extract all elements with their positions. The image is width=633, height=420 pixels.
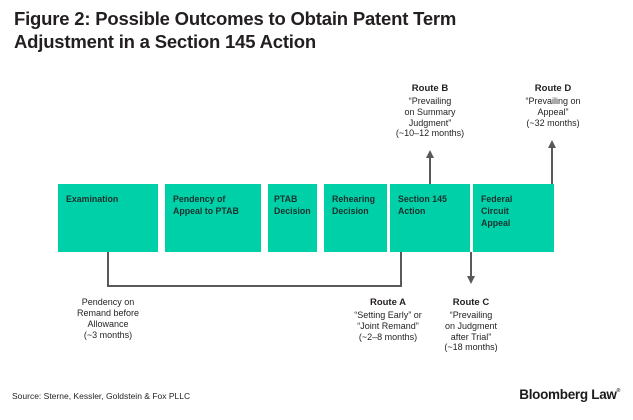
figure-title: Figure 2: Possible Outcomes to Obtain Pa…: [14, 8, 614, 53]
timeline-box-label: PTAB Decision: [274, 194, 311, 216]
route-b-line: Judgment”: [408, 117, 452, 128]
route-d-name: Route D: [534, 83, 572, 94]
route-a-line: (~2–8 months): [358, 331, 418, 342]
route-a-label: Route A “Setting Early” or “Joint Remand…: [325, 297, 451, 342]
figure-title-line-2: Adjustment in a Section 145 Action: [14, 30, 316, 52]
timeline-box-label: Pendency of Appeal to PTAB: [173, 194, 239, 216]
loopback-line-text: Pendency on: [81, 297, 135, 307]
route-b-arrowhead-up-icon: [426, 150, 434, 158]
route-d-line: (~32 months): [526, 117, 580, 128]
route-d-line: Appeal”: [537, 106, 569, 117]
route-d-line: “Prevailing on: [525, 95, 581, 106]
route-b-arrow-line: [429, 157, 431, 185]
timeline-box-ptab-decision: PTAB Decision: [268, 184, 317, 252]
route-d-label: Route D “Prevailing on Appeal” (~32 mont…: [496, 83, 610, 128]
timeline-box-rehearing-decision: Rehearing Decision: [324, 184, 387, 252]
route-b-line: on Summary: [404, 106, 456, 117]
route-c-name: Route C: [452, 297, 490, 308]
loopback-line-text: Allowance: [87, 318, 129, 329]
timeline-box-examination: Examination: [58, 184, 158, 252]
timeline-box-label: Section 145 Action: [398, 194, 447, 216]
route-c-line: after Trial”: [450, 331, 492, 342]
timeline-box-federal-circuit-appeal: Federal Circuit Appeal: [473, 184, 554, 252]
figure-title-line-1: Figure 2: Possible Outcomes to Obtain Pa…: [14, 8, 457, 29]
route-c-arrowhead-down-icon: [467, 276, 475, 284]
loopback-line-text: Remand before: [76, 307, 140, 318]
route-b-label: Route B “Prevailing on Summary Judgment”…: [373, 83, 487, 139]
timeline-box-label: Examination: [66, 194, 119, 204]
route-a-line: “Joint Remand”: [357, 320, 419, 331]
route-b-line: “Prevailing: [408, 95, 452, 106]
route-a-name: Route A: [369, 297, 407, 308]
timeline-box-section-145-action: Section 145 Action: [390, 184, 470, 252]
route-c-line: “Prevailing: [449, 309, 493, 320]
route-c-line: on Judgment: [444, 320, 498, 331]
route-c-label: Route C “Prevailing on Judgment after Tr…: [413, 297, 529, 353]
loopback-label: Pendency on Remand before Allowance (~3 …: [48, 297, 168, 341]
timeline-box-label: Rehearing Decision: [332, 194, 376, 216]
registered-trademark-icon: ®: [616, 388, 621, 394]
bloomberg-law-wordmark: Bloomberg Law: [519, 387, 617, 402]
timeline-box-pendency-appeal-ptab: Pendency of Appeal to PTAB: [165, 184, 261, 252]
loopback-line-horizontal: [107, 285, 402, 287]
loopback-line-vertical-right: [400, 252, 402, 287]
bloomberg-law-logo: Bloomberg Law®: [519, 387, 620, 402]
route-a-line: “Setting Early” or: [354, 309, 422, 320]
loopback-line-text: (~3 months): [83, 329, 133, 340]
route-c-line: (~18 months): [444, 342, 498, 353]
route-c-arrow-line: [470, 252, 472, 277]
loopback-line-vertical-left: [107, 252, 109, 287]
timeline-box-label: Federal Circuit Appeal: [481, 194, 513, 228]
route-b-name: Route B: [411, 83, 449, 94]
route-d-arrowhead-up-icon: [548, 140, 556, 148]
source-credit: Source: Sterne, Kessler, Goldstein & Fox…: [12, 391, 191, 401]
route-d-arrow-line: [551, 147, 553, 185]
route-b-line: (~10–12 months): [395, 128, 465, 139]
